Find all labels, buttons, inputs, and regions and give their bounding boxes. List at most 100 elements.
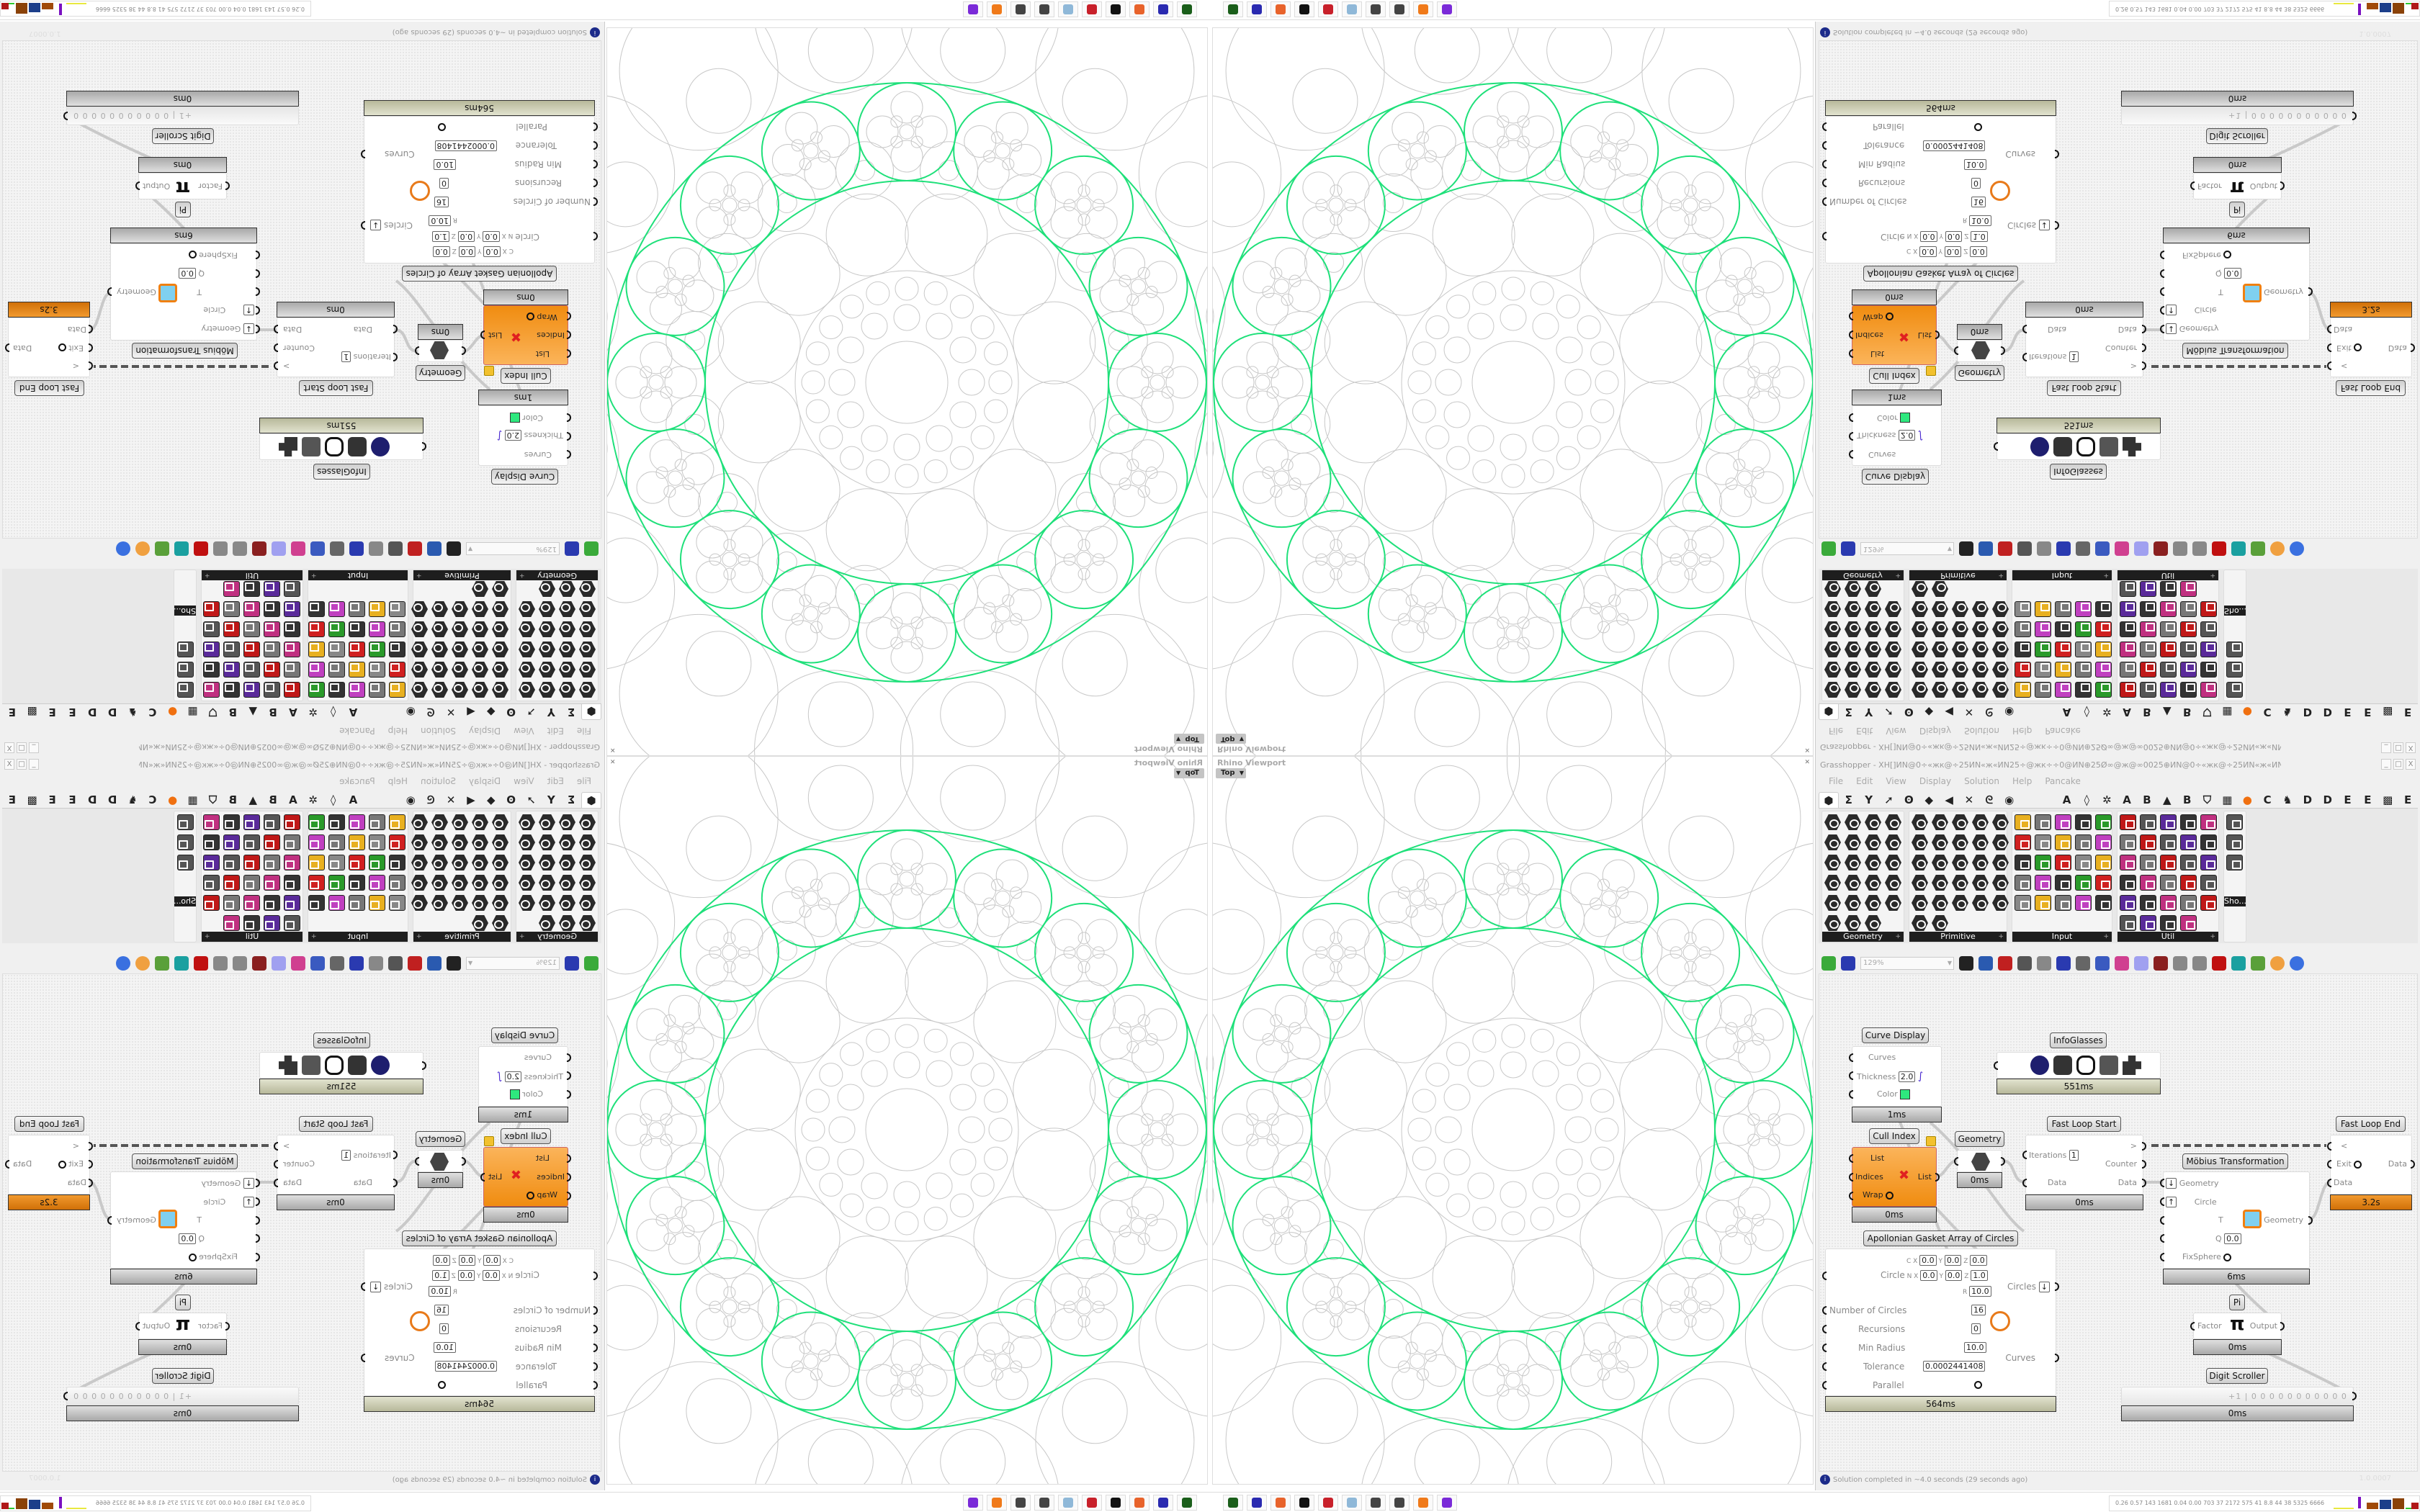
firefox-nightly-icon[interactable] [1129, 1495, 1150, 1511]
geometry-param-title[interactable]: Geometry [416, 1131, 465, 1147]
parallel-toggle[interactable] [1974, 122, 1982, 132]
expand-icon[interactable]: + [1895, 933, 1901, 940]
tab-orange-circle-icon[interactable]: ● [2242, 793, 2252, 806]
tab-puzzle-icon[interactable]: ✲ [2102, 793, 2112, 806]
firefox-icon[interactable] [1413, 1, 1433, 17]
glasses-icon[interactable] [325, 1056, 344, 1075]
input-port[interactable] [2160, 1253, 2164, 1261]
number-icon[interactable] [1992, 855, 2009, 870]
cherries-icon[interactable] [2120, 814, 2136, 830]
gpu-monitor-icon[interactable] [1223, 1495, 1243, 1511]
parallel-toggle[interactable] [438, 1380, 446, 1390]
normal-y[interactable]: 0.0 [1945, 1270, 1963, 1281]
curve-display-component[interactable]: Curves Thickness 2.0 ∫ Color [478, 405, 571, 466]
tab-tab-b-icon[interactable]: B [2143, 793, 2151, 806]
purple-owl-icon[interactable] [963, 1, 983, 17]
brep-icon[interactable] [1865, 834, 1881, 850]
output-port[interactable] [63, 1392, 68, 1400]
infoglasses-title[interactable]: InfoGlasses [313, 464, 370, 480]
output-port[interactable] [415, 346, 419, 355]
value-box[interactable]: 10.0 [434, 1342, 456, 1353]
input-port[interactable] [2160, 306, 2164, 315]
input-port[interactable] [2160, 269, 2164, 278]
tab-tab-e3-icon[interactable]: E [2404, 793, 2412, 806]
arrow-down-icon[interactable]: ↓ [370, 220, 382, 230]
value-box[interactable]: 0.0002441408 [1923, 140, 1986, 151]
digit-scroller-title[interactable]: Digit Scroller [152, 128, 214, 144]
puzzle-icon[interactable] [2123, 1056, 2141, 1075]
palette-icon[interactable] [2200, 895, 2217, 911]
input-port[interactable] [1849, 413, 1853, 422]
geometry-param-component[interactable] [415, 1150, 466, 1172]
input-port[interactable] [1849, 312, 1853, 320]
geometry-icon[interactable] [1865, 875, 1881, 891]
pi-title[interactable]: Pi [2229, 202, 2245, 217]
glyph-app-2-icon[interactable] [1389, 1495, 1410, 1511]
pi-title[interactable]: Pi [2229, 1295, 2245, 1310]
tab-tab-d-icon[interactable]: D [2303, 793, 2313, 806]
firefox-nightly-icon[interactable] [1129, 1, 1150, 17]
input-port[interactable] [1822, 122, 1827, 131]
arc-icon[interactable] [1824, 895, 1841, 911]
domain3-icon[interactable] [1952, 895, 1968, 911]
atom-icon[interactable] [1885, 895, 1901, 911]
arrow-down-icon[interactable]: ↓ [2038, 1282, 2050, 1292]
input-port[interactable] [1849, 330, 1853, 339]
input-port[interactable] [1849, 1071, 1853, 1080]
fast-loop-start-component[interactable]: Iterations 1 Data > Counter Data [2022, 1135, 2146, 1194]
exit-toggle[interactable] [2354, 1160, 2362, 1169]
radius-value[interactable]: 10.0 [1969, 1286, 1991, 1297]
wrap-toggle[interactable] [1886, 312, 1894, 321]
tab-transform-icon[interactable]: ᘓ [1985, 793, 1994, 806]
fixsphere-toggle[interactable] [188, 251, 197, 259]
c-script-icon[interactable] [2180, 814, 2197, 830]
rhino-viewport[interactable]: Rhino Viewport Top ▼ ✕ [1212, 27, 1814, 756]
puzzle-icon[interactable] [2123, 437, 2141, 456]
arrow-down-icon[interactable]: ↓ [2166, 1178, 2177, 1189]
gradient-icon[interactable] [2015, 834, 2031, 850]
output-port[interactable] [1935, 1173, 1940, 1182]
input-port[interactable] [1849, 1192, 1853, 1200]
pi-component[interactable]: Factor π Output [135, 1313, 230, 1339]
group-icon[interactable] [1824, 915, 1841, 931]
thickness-value[interactable]: 2.0 [504, 430, 522, 441]
grid-icon[interactable] [348, 437, 367, 456]
fast-loop-start-title[interactable]: Fast Loop Start [299, 380, 373, 396]
normal-y[interactable]: 0.0 [1945, 231, 1963, 242]
output-port[interactable] [135, 1322, 140, 1331]
tab-sets-icon[interactable]: Y [1865, 793, 1873, 806]
integer-7-icon[interactable] [1912, 875, 1928, 891]
sketch-icon[interactable] [1998, 956, 2012, 971]
goo-icon[interactable] [2095, 814, 2112, 830]
output-port[interactable] [415, 1157, 419, 1166]
q-value[interactable]: 0.0 [179, 268, 196, 279]
glyph-app-icon[interactable] [1366, 1495, 1386, 1511]
glyph-app-icon[interactable] [1034, 1, 1054, 17]
center-x[interactable]: 0.0 [483, 246, 501, 257]
lightbulb-icon[interactable] [2134, 956, 2148, 971]
fast-loop-start-component[interactable]: Iterations 1 Data > Counter Data [274, 318, 398, 377]
guid-icon[interactable] [1972, 855, 1989, 870]
mobius-component[interactable]: ↓ Geometry ↑ Circle T Q 0.0 FixSphere Ge… [107, 243, 260, 341]
cull-index-component[interactable]: List Indices Wrap ✖ List [480, 305, 571, 365]
digit-scroller-value[interactable]: +1 | 0 0 0 0 0 0 0 0 0 0 0 [2228, 1392, 2347, 1401]
output-port[interactable] [5, 1160, 9, 1169]
cluster-icon[interactable] [2173, 956, 2187, 971]
input-port[interactable] [1822, 1272, 1827, 1280]
input-port[interactable] [1822, 1325, 1827, 1333]
input-port[interactable] [2327, 1160, 2331, 1169]
value-box[interactable]: 16 [1971, 197, 1986, 207]
output-port[interactable] [480, 330, 485, 339]
a-script-icon[interactable] [2200, 814, 2217, 830]
preview-icon[interactable] [1978, 956, 1993, 971]
notepad-icon[interactable] [1058, 1, 1078, 17]
surface-icon[interactable] [1845, 834, 1861, 850]
rhino-icon[interactable] [1294, 1495, 1314, 1511]
value-box[interactable]: 16 [434, 197, 449, 207]
output-port[interactable] [5, 343, 9, 352]
arrow-down-icon[interactable]: ↓ [243, 1178, 254, 1189]
floppy-64-icon[interactable] [1153, 1, 1173, 17]
curve-display-component[interactable]: Curves Thickness 2.0 ∫ Color [1849, 1046, 1942, 1107]
apollonian-component[interactable]: C X 0.0 Y 0.0 Z 0.0 Circle N X 0.0 Y 0.0… [361, 1248, 598, 1396]
value-box[interactable]: 16 [434, 1305, 449, 1315]
